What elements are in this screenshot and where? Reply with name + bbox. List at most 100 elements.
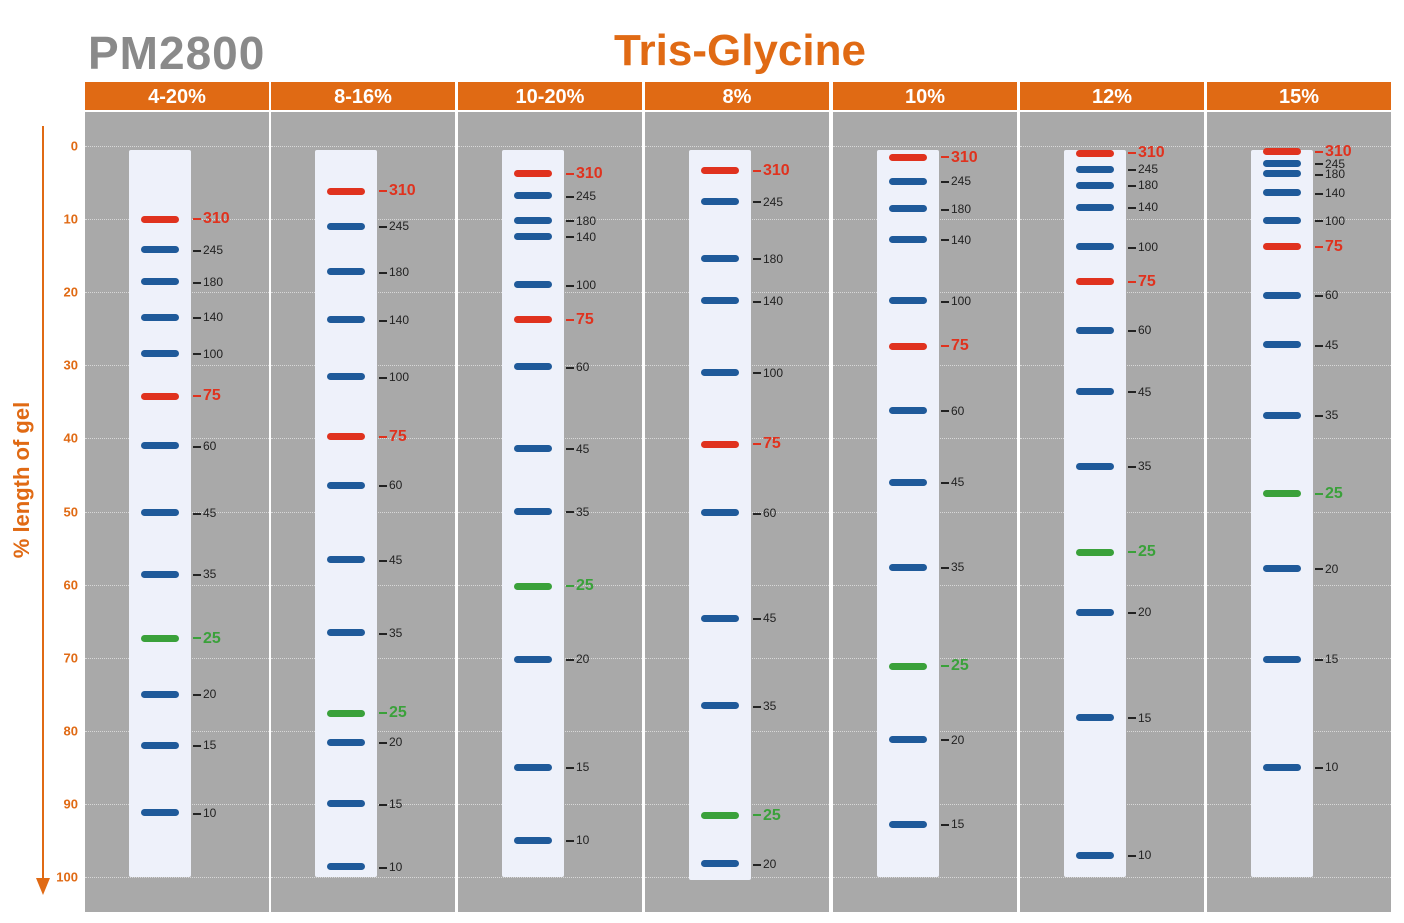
marker-kda-value: 15 xyxy=(389,796,403,811)
marker-label: 45 xyxy=(941,476,964,488)
marker-dash xyxy=(193,745,201,748)
band-140-kda xyxy=(141,313,179,321)
marker-kda-value: 75 xyxy=(1138,272,1156,290)
y-tick-label: 50 xyxy=(63,504,78,519)
marker-kda-value: 310 xyxy=(389,182,416,200)
marker-kda-value: 245 xyxy=(951,174,972,189)
band-15-kda xyxy=(889,820,927,828)
marker-dash xyxy=(753,512,761,515)
marker-kda-value: 20 xyxy=(389,735,403,750)
marker-dash xyxy=(379,376,387,379)
marker-dash xyxy=(193,281,201,284)
marker-kda-value: 140 xyxy=(576,229,597,244)
marker-kda-value: 140 xyxy=(951,232,972,247)
marker-dash xyxy=(193,394,201,397)
marker-kda-value: 10 xyxy=(1325,760,1339,775)
y-tick-label: 70 xyxy=(63,650,78,666)
marker-kda-value: 10 xyxy=(203,805,217,820)
band-245-kda xyxy=(1263,160,1301,168)
marker-kda-value: 20 xyxy=(1325,561,1339,576)
marker-dash xyxy=(193,812,201,815)
band-45-kda xyxy=(327,556,365,564)
gel-percentage-header: 15% xyxy=(1207,82,1391,110)
marker-label: 310 xyxy=(753,161,790,179)
marker-dash xyxy=(193,637,201,640)
band-245-kda xyxy=(1076,165,1114,173)
marker-label: 245 xyxy=(193,244,223,256)
band-245-kda xyxy=(701,198,739,206)
marker-kda-value: 35 xyxy=(1325,408,1339,422)
band-245-kda xyxy=(327,222,365,230)
marker-kda-value: 45 xyxy=(1138,384,1152,399)
marker-kda-value: 60 xyxy=(1138,323,1152,338)
marker-label: 245 xyxy=(941,175,971,187)
marker-kda-value: 20 xyxy=(203,687,217,702)
marker-dash xyxy=(379,190,387,193)
marker-label: 75 xyxy=(193,388,221,404)
marker-label: 20 xyxy=(1128,606,1151,618)
marker-dash xyxy=(193,217,201,220)
marker-label: 245 xyxy=(753,196,783,208)
marker-label: 100 xyxy=(941,295,971,307)
gel-lane xyxy=(1064,149,1126,877)
gel-panel: 8-16% 310 245 180 140 100 75 60 45 35 25 20 15 10 xyxy=(271,82,455,912)
gel-panel: 12% 310 245 180 140 100 75 60 45 35 25 20 15 10 xyxy=(1020,82,1204,912)
marker-label: 180 xyxy=(753,253,783,265)
marker-dash xyxy=(1128,551,1136,554)
marker-label: 100 xyxy=(1128,241,1158,253)
marker-label: 180 xyxy=(941,203,971,215)
band-25-kda xyxy=(889,662,927,670)
marker-dash xyxy=(1128,169,1136,172)
band-25-kda xyxy=(514,582,552,590)
gridline xyxy=(271,877,455,878)
marker-dash xyxy=(1315,150,1323,153)
marker-dash xyxy=(566,767,574,770)
marker-label: 45 xyxy=(1315,339,1338,351)
marker-dash xyxy=(1128,854,1136,857)
marker-label: 245 xyxy=(566,190,596,202)
marker-label: 35 xyxy=(1128,460,1151,472)
marker-kda-value: 140 xyxy=(1138,200,1159,215)
marker-kda-value: 60 xyxy=(763,505,777,520)
marker-label: 20 xyxy=(566,653,589,665)
marker-label: 100 xyxy=(379,371,409,383)
band-25-kda xyxy=(1263,490,1301,498)
marker-label: 75 xyxy=(379,427,407,445)
marker-kda-value: 15 xyxy=(576,760,590,775)
band-310-kda xyxy=(1263,148,1301,156)
gel-lane xyxy=(877,149,939,877)
marker-kda-value: 20 xyxy=(763,856,777,871)
marker-kda-value: 45 xyxy=(576,441,590,456)
marker-kda-value: 140 xyxy=(203,310,224,325)
gel-panel: 4-20% 310 245 180 140 100 75 60 45 35 25 20 15 10 xyxy=(85,82,269,912)
marker-label: 180 xyxy=(1315,168,1345,180)
band-310-kda xyxy=(889,154,927,162)
marker-dash xyxy=(941,208,949,211)
marker-dash xyxy=(566,318,574,321)
gel-panel: 15% 310 245 180 140 100 75 60 45 35 25 20 15 10 xyxy=(1207,82,1391,912)
band-310-kda xyxy=(141,215,179,223)
marker-label: 10 xyxy=(1315,761,1338,773)
marker-kda-value: 10 xyxy=(389,859,403,874)
marker-kda-value: 45 xyxy=(951,475,965,490)
marker-label: 20 xyxy=(1315,563,1338,575)
marker-kda-value: 45 xyxy=(389,552,403,567)
marker-dash xyxy=(1128,612,1136,615)
marker-dash xyxy=(379,803,387,806)
marker-dash xyxy=(1315,568,1323,571)
marker-dash xyxy=(193,353,201,356)
band-140-kda xyxy=(327,316,365,324)
marker-label: 20 xyxy=(193,688,216,700)
marker-label: 140 xyxy=(566,231,596,243)
marker-kda-value: 310 xyxy=(763,161,790,179)
marker-kda-value: 75 xyxy=(389,427,407,445)
gel-percentage-header: 8-16% xyxy=(271,82,455,110)
gel-percentage-header: 8% xyxy=(645,82,829,110)
marker-kda-value: 20 xyxy=(1138,605,1152,620)
band-245-kda xyxy=(889,177,927,185)
marker-dash xyxy=(941,239,949,242)
band-60-kda xyxy=(514,363,552,371)
marker-dash xyxy=(753,443,761,445)
y-tick-label: 40 xyxy=(63,430,78,446)
marker-dash xyxy=(193,574,201,577)
